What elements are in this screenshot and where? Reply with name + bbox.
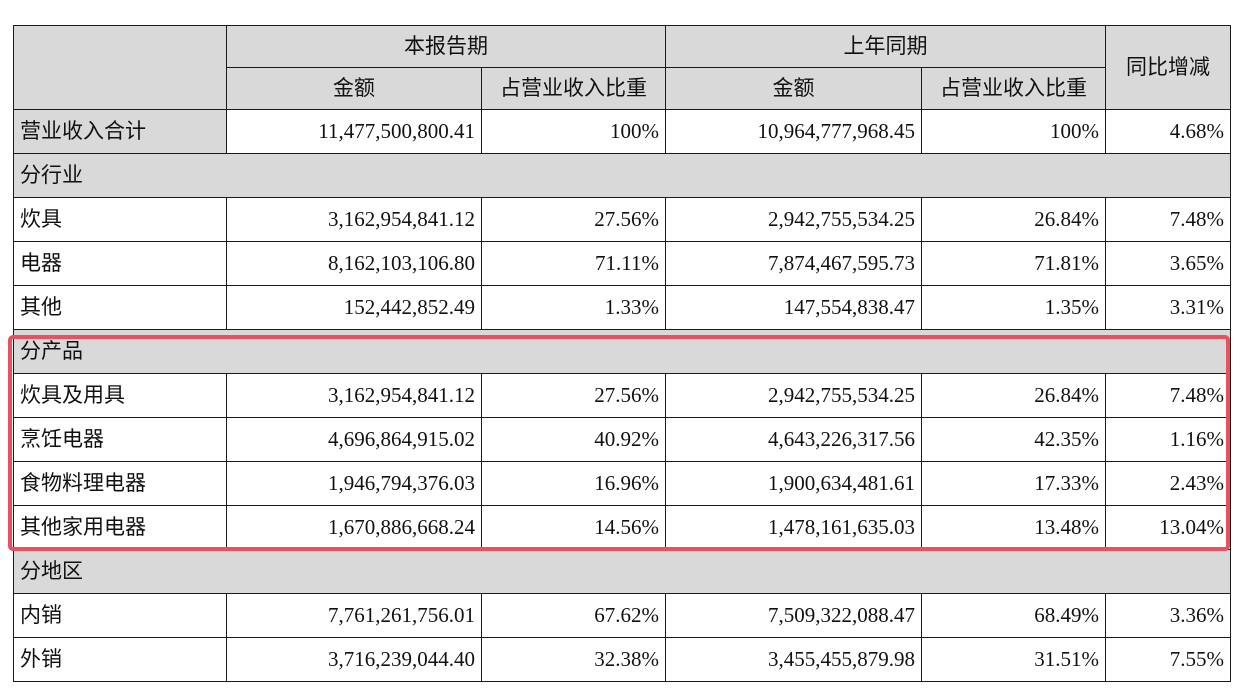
prior-amount-cell: 2,942,755,534.25 <box>665 373 922 418</box>
section-title: 分产品 <box>13 329 1231 374</box>
header-current-period: 本报告期 <box>226 25 666 68</box>
prior-amount-cell: 1,900,634,481.61 <box>665 461 922 506</box>
yoy-cell: 3.36% <box>1105 593 1231 638</box>
current-share-cell: 40.92% <box>481 417 666 462</box>
table-row: 烹饪电器 4,696,864,915.02 40.92% 4,643,226,3… <box>13 417 1231 462</box>
header-corner-cell <box>13 25 227 110</box>
row-label: 外销 <box>13 637 227 682</box>
current-share-cell: 27.56% <box>481 373 666 418</box>
prior-amount-cell: 7,874,467,595.73 <box>665 241 922 286</box>
section-header-row: 分行业 <box>13 153 1231 198</box>
current-share-cell: 1.33% <box>481 285 666 330</box>
section-title: 分行业 <box>13 153 1231 198</box>
header-prior-share: 占营业收入比重 <box>921 67 1106 110</box>
table-row: 外销 3,716,239,044.40 32.38% 3,455,455,879… <box>13 637 1231 682</box>
current-share-cell: 100% <box>481 109 666 154</box>
current-amount-cell: 1,670,886,668.24 <box>226 505 482 550</box>
total-row: 营业收入合计 11,477,500,800.41 100% 10,964,777… <box>13 109 1231 154</box>
prior-amount-cell: 147,554,838.47 <box>665 285 922 330</box>
yoy-cell: 1.16% <box>1105 417 1231 462</box>
current-amount-cell: 3,162,954,841.12 <box>226 373 482 418</box>
prior-amount-cell: 7,509,322,088.47 <box>665 593 922 638</box>
row-label: 其他家用电器 <box>13 505 227 550</box>
table-row: 炊具 3,162,954,841.12 27.56% 2,942,755,534… <box>13 197 1231 242</box>
prior-share-cell: 42.35% <box>921 417 1106 462</box>
row-label: 烹饪电器 <box>13 417 227 462</box>
yoy-cell: 7.48% <box>1105 373 1231 418</box>
prior-amount-cell: 1,478,161,635.03 <box>665 505 922 550</box>
prior-amount-cell: 10,964,777,968.45 <box>665 109 922 154</box>
header-current-amount: 金额 <box>226 67 482 110</box>
table-row: 炊具及用具 3,162,954,841.12 27.56% 2,942,755,… <box>13 373 1231 418</box>
table-row: 内销 7,761,261,756.01 67.62% 7,509,322,088… <box>13 593 1231 638</box>
current-amount-cell: 11,477,500,800.41 <box>226 109 482 154</box>
current-amount-cell: 3,716,239,044.40 <box>226 637 482 682</box>
prior-share-cell: 31.51% <box>921 637 1106 682</box>
section-header-row: 分地区 <box>13 549 1231 594</box>
prior-amount-cell: 4,643,226,317.56 <box>665 417 922 462</box>
table-row: 食物料理电器 1,946,794,376.03 16.96% 1,900,634… <box>13 461 1231 506</box>
prior-share-cell: 71.81% <box>921 241 1106 286</box>
header-prior-period: 上年同期 <box>665 25 1106 68</box>
prior-share-cell: 13.48% <box>921 505 1106 550</box>
current-share-cell: 16.96% <box>481 461 666 506</box>
current-share-cell: 67.62% <box>481 593 666 638</box>
row-label: 炊具 <box>13 197 227 242</box>
yoy-cell: 13.04% <box>1105 505 1231 550</box>
row-label: 电器 <box>13 241 227 286</box>
current-share-cell: 14.56% <box>481 505 666 550</box>
yoy-cell: 7.55% <box>1105 637 1231 682</box>
current-amount-cell: 8,162,103,106.80 <box>226 241 482 286</box>
prior-share-cell: 17.33% <box>921 461 1106 506</box>
yoy-cell: 3.65% <box>1105 241 1231 286</box>
row-label: 炊具及用具 <box>13 373 227 418</box>
prior-share-cell: 100% <box>921 109 1106 154</box>
header-prior-amount: 金额 <box>665 67 922 110</box>
yoy-cell: 3.31% <box>1105 285 1231 330</box>
prior-amount-cell: 3,455,455,879.98 <box>665 637 922 682</box>
row-label: 内销 <box>13 593 227 638</box>
header-yoy: 同比增减 <box>1105 25 1231 110</box>
prior-share-cell: 26.84% <box>921 373 1106 418</box>
yoy-cell: 4.68% <box>1105 109 1231 154</box>
prior-amount-cell: 2,942,755,534.25 <box>665 197 922 242</box>
current-amount-cell: 3,162,954,841.12 <box>226 197 482 242</box>
current-share-cell: 71.11% <box>481 241 666 286</box>
table-row: 电器 8,162,103,106.80 71.11% 7,874,467,595… <box>13 241 1231 286</box>
current-share-cell: 32.38% <box>481 637 666 682</box>
current-amount-cell: 1,946,794,376.03 <box>226 461 482 506</box>
table-row: 其他 152,442,852.49 1.33% 147,554,838.47 1… <box>13 285 1231 330</box>
row-label: 食物料理电器 <box>13 461 227 506</box>
row-label: 其他 <box>13 285 227 330</box>
yoy-cell: 7.48% <box>1105 197 1231 242</box>
table-row: 其他家用电器 1,670,886,668.24 14.56% 1,478,161… <box>13 505 1231 550</box>
prior-share-cell: 1.35% <box>921 285 1106 330</box>
yoy-cell: 2.43% <box>1105 461 1231 506</box>
current-amount-cell: 4,696,864,915.02 <box>226 417 482 462</box>
current-amount-cell: 152,442,852.49 <box>226 285 482 330</box>
section-header-row: 分产品 <box>13 329 1231 374</box>
current-share-cell: 27.56% <box>481 197 666 242</box>
row-label: 营业收入合计 <box>13 109 227 154</box>
prior-share-cell: 68.49% <box>921 593 1106 638</box>
section-title: 分地区 <box>13 549 1231 594</box>
current-amount-cell: 7,761,261,756.01 <box>226 593 482 638</box>
revenue-breakdown-table: 本报告期 上年同期 同比增减 金额 占营业收入比重 金额 占营业收入比重 营业收… <box>13 25 1231 682</box>
header-current-share: 占营业收入比重 <box>481 67 666 110</box>
prior-share-cell: 26.84% <box>921 197 1106 242</box>
